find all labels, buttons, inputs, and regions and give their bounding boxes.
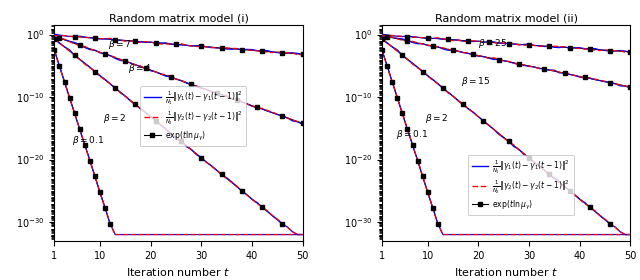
Text: $\beta=2$: $\beta=2$ — [102, 113, 126, 125]
X-axis label: Iteration number $t$: Iteration number $t$ — [454, 266, 559, 278]
Legend: $\frac{1}{N_1}\|\gamma_1(t) - \gamma_1(t-1)\|^2$, $\frac{1}{N_2}\|\gamma_2(t) - : $\frac{1}{N_1}\|\gamma_1(t) - \gamma_1(t… — [140, 86, 246, 146]
X-axis label: Iteration number $t$: Iteration number $t$ — [126, 266, 231, 278]
Text: $\beta=2$: $\beta=2$ — [425, 113, 449, 125]
Title: Random matrix model (i): Random matrix model (i) — [109, 13, 248, 23]
Text: $\beta=0.1$: $\beta=0.1$ — [396, 128, 429, 141]
Text: $\beta=25$: $\beta=25$ — [478, 36, 508, 50]
Title: Random matrix model (ii): Random matrix model (ii) — [435, 13, 578, 23]
Text: $\beta=0.1$: $\beta=0.1$ — [72, 134, 104, 147]
Text: $\beta=4$: $\beta=4$ — [128, 62, 152, 75]
Legend: $\frac{1}{N_1}\|\gamma_1(t) - \gamma_1(t-1)\|^2$, $\frac{1}{N_2}\|\gamma_2(t) - : $\frac{1}{N_1}\|\gamma_1(t) - \gamma_1(t… — [468, 155, 574, 215]
Text: $\beta=15$: $\beta=15$ — [461, 75, 490, 88]
Text: $\beta=7$: $\beta=7$ — [108, 38, 131, 51]
